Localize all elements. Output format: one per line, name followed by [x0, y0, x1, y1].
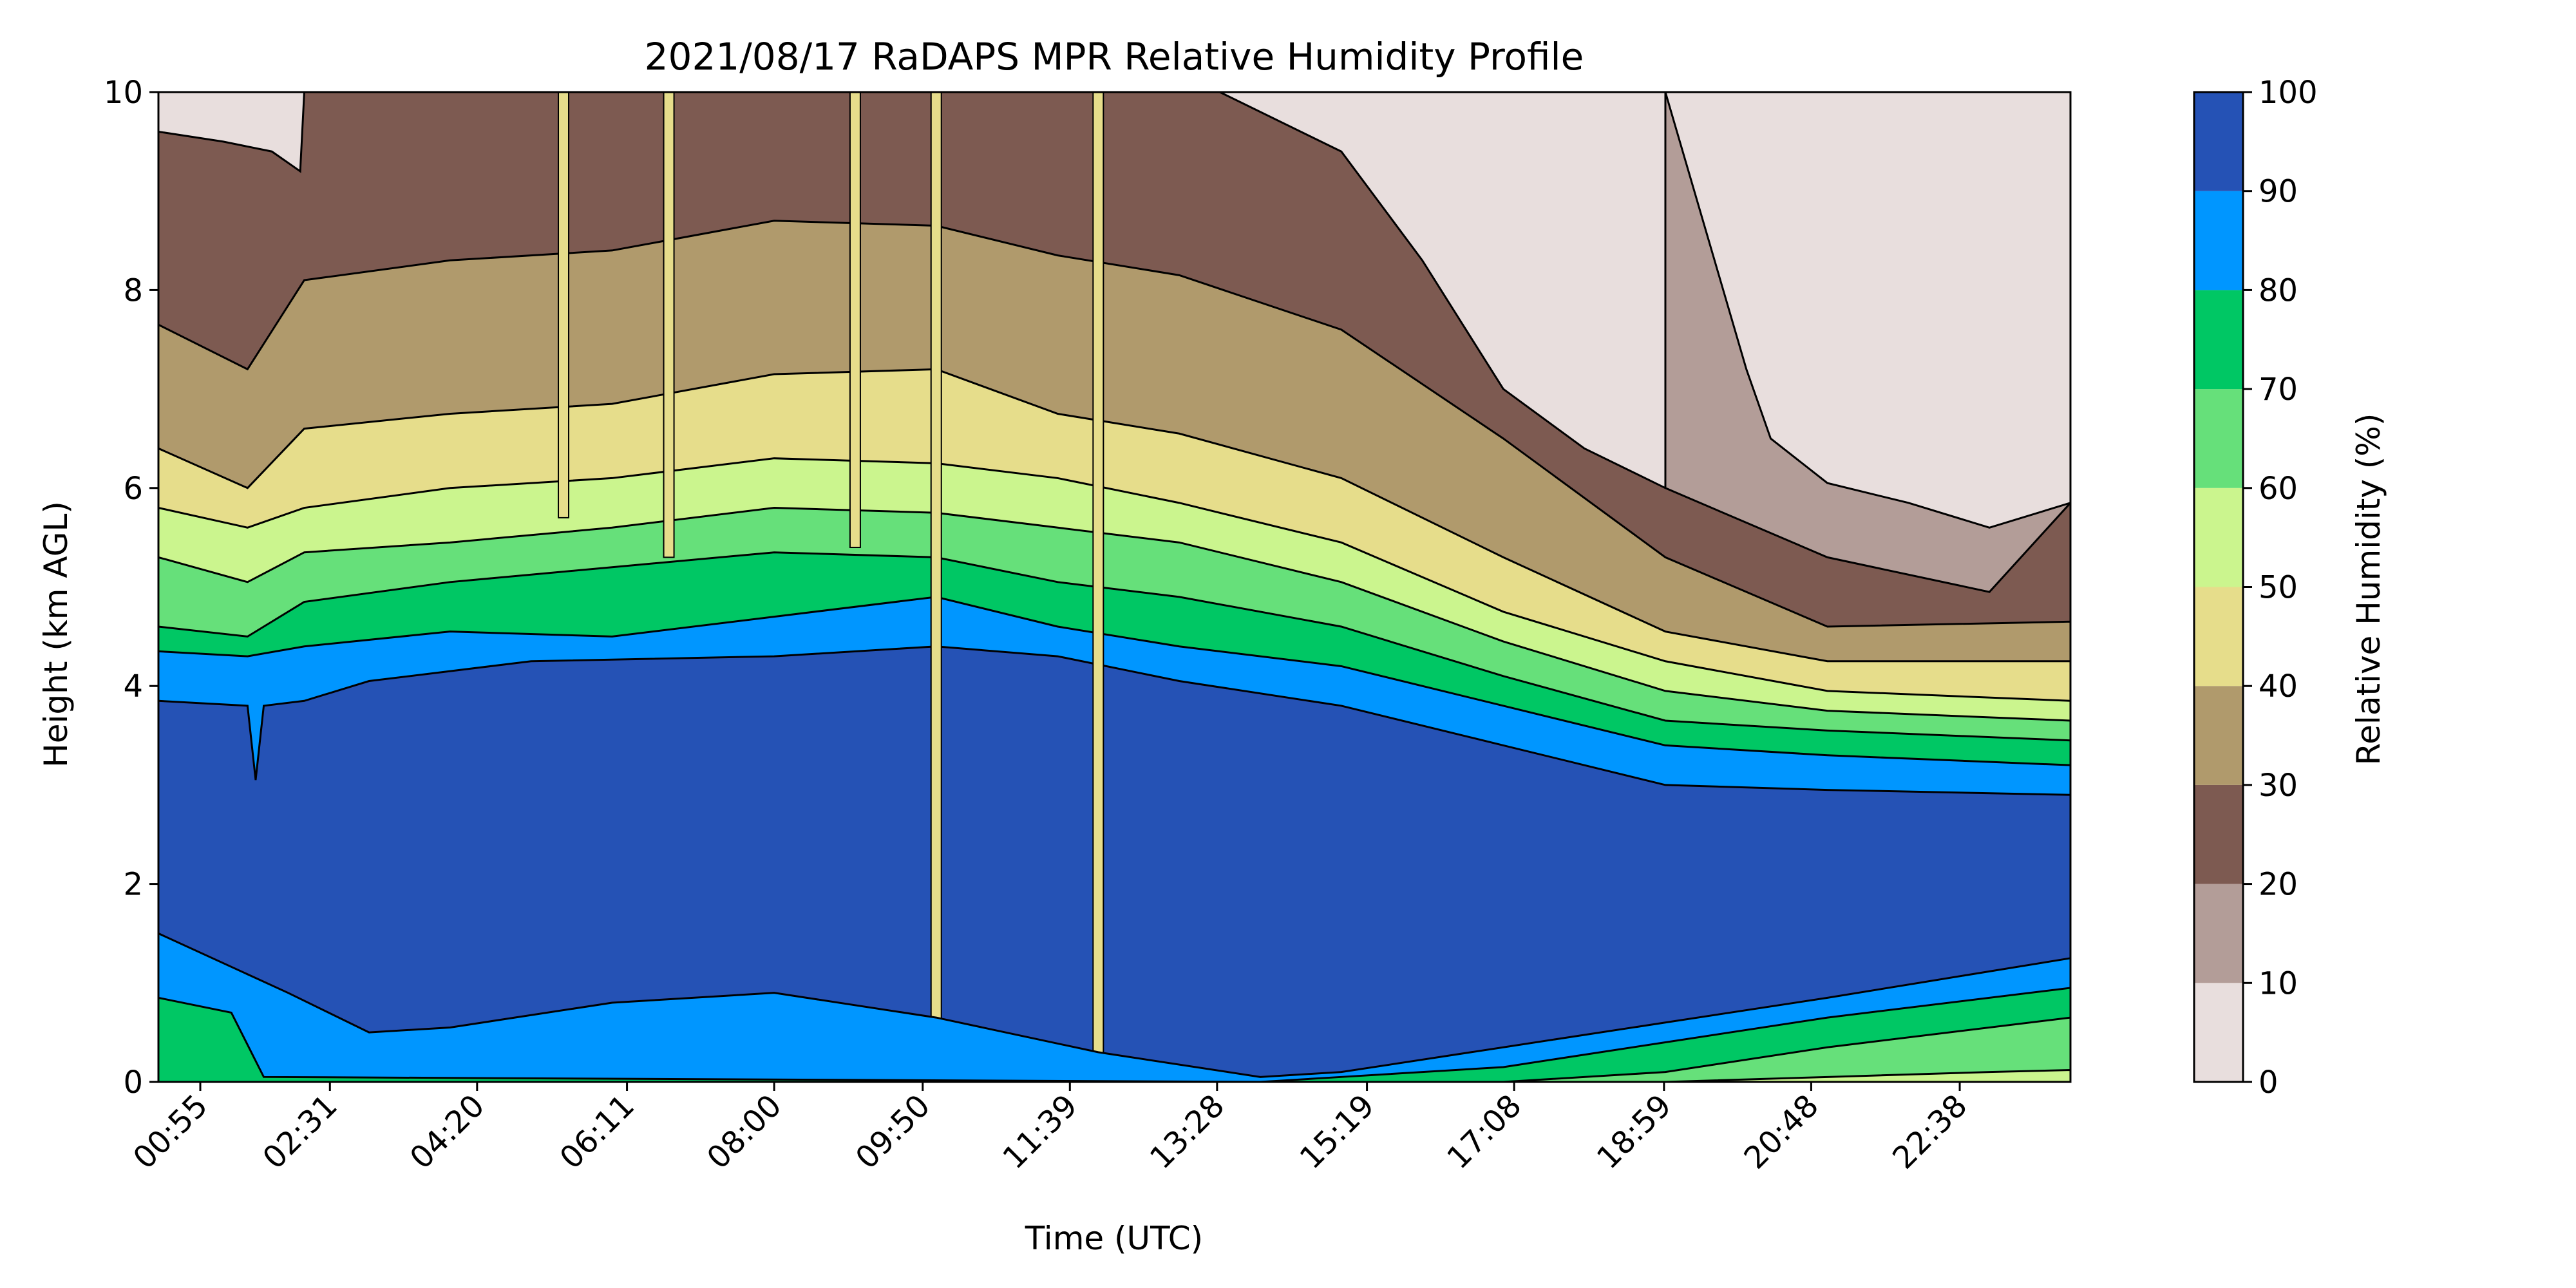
dry-spike [663, 92, 675, 558]
colorbar-tick-label: 30 [2259, 768, 2298, 804]
surface-layer-60 [1503, 1016, 2070, 1082]
dry-spike [930, 92, 942, 1082]
colorbar: 0 10 20 30 40 50 60 70 80 90 100 [2193, 75, 2318, 1101]
x-axis-label: Time (UTC) [1025, 1220, 1203, 1257]
colorbar-swatch [2194, 389, 2243, 488]
y-tick-label: 8 [123, 272, 143, 308]
plot-area [157, 91, 2072, 1083]
colorbar-tick-label: 0 [2259, 1065, 2278, 1101]
dry-spike [849, 92, 861, 549]
y-tick-label: 6 [123, 471, 143, 507]
colorbar-swatch [2194, 587, 2243, 687]
colorbar-swatch [2194, 884, 2243, 983]
surface-layer-80 [158, 932, 2070, 1082]
surface-layer-50 [1665, 1069, 2070, 1082]
y-tick-label: 10 [104, 75, 143, 111]
colorbar-tick-label: 50 [2259, 570, 2298, 606]
x-tick-label: 17:08 [1440, 1088, 1528, 1176]
dry-spike [558, 92, 570, 518]
surface-layer-70 [158, 987, 2070, 1082]
y-tick-label: 2 [123, 867, 143, 903]
colorbar-tick-label: 100 [2259, 75, 2318, 111]
colorbar-swatch [2194, 784, 2243, 884]
y-tick-label: 0 [123, 1065, 143, 1101]
colorbar-tick-label: 60 [2259, 471, 2298, 507]
colorbar-swatch [2194, 92, 2243, 191]
x-tick-label: 09:50 [849, 1088, 937, 1176]
colorbar-tick-label: 20 [2259, 867, 2298, 903]
x-tick-label: 06:11 [553, 1088, 641, 1176]
colorbar-swatch [2194, 488, 2243, 587]
colorbar-tick-label: 40 [2259, 668, 2298, 705]
x-tick-label: 15:19 [1293, 1088, 1381, 1176]
colorbar-swatch [2194, 191, 2243, 290]
x-tick-label: 22:38 [1886, 1088, 1974, 1176]
y-tick-label: 4 [123, 668, 143, 705]
contour-fills [158, 92, 2070, 1082]
plot-frame [157, 91, 2072, 1083]
x-tick-label: 02:31 [256, 1088, 344, 1176]
colorbar-tick-label: 90 [2259, 174, 2298, 210]
x-tick-label: 00:55 [126, 1088, 214, 1176]
x-tick-label: 04:20 [403, 1088, 491, 1176]
y-axis: 0 2 4 6 8 10 [104, 75, 158, 1101]
colorbar-tick-label: 80 [2259, 272, 2298, 308]
colorbar-tick-label: 10 [2259, 965, 2298, 1001]
colorbar-swatch [2194, 686, 2243, 785]
colorbar-label: Relative Humidity (%) [2350, 413, 2387, 766]
colorbar-swatch [2194, 983, 2243, 1082]
x-tick-label: 08:00 [700, 1088, 788, 1176]
x-tick-label: 11:39 [996, 1088, 1084, 1176]
x-axis: 00:55 02:31 04:20 06:11 08:00 09:50 11:39 13:28… [126, 1082, 1975, 1176]
x-tick-label: 18:59 [1590, 1088, 1678, 1176]
colorbar-tick-label: 70 [2259, 372, 2298, 408]
x-tick-label: 13:28 [1143, 1088, 1231, 1176]
y-axis-label: Height (km AGL) [37, 501, 75, 768]
x-tick-label: 20:48 [1737, 1088, 1825, 1176]
dry-spike [1092, 92, 1104, 1082]
colorbar-swatch [2194, 290, 2243, 390]
chart-title: 2021/08/17 RaDAPS MPR Relative Humidity … [645, 35, 1584, 79]
